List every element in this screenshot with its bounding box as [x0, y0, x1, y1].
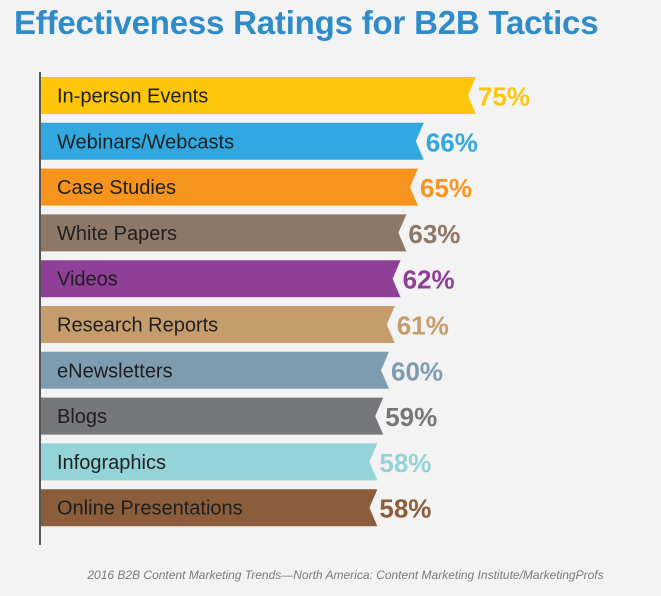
bar [41, 489, 378, 527]
bar [41, 214, 407, 252]
bar-category-label: Webinars/Webcasts [57, 131, 234, 153]
bar-category-label: Blogs [57, 406, 107, 428]
bar-value-label: 58% [379, 448, 431, 478]
bar [41, 306, 395, 343]
bar [41, 122, 424, 160]
bar [41, 77, 476, 114]
bar-category-label: Research Reports [57, 315, 218, 337]
bar [41, 443, 378, 481]
bar-value-label: 66% [426, 127, 478, 157]
bar [41, 260, 401, 298]
bar-value-label: 63% [408, 219, 460, 249]
bar-category-label: White Papers [57, 223, 177, 245]
source-note: 2016 B2B Content Marketing Trends—North … [87, 568, 604, 582]
bar-value-label: 60% [391, 356, 443, 386]
bar-value-label: 75% [478, 82, 530, 112]
bar-value-label: 62% [403, 265, 455, 295]
bar-value-label: 61% [397, 311, 449, 341]
bar-category-label: Online Presentations [57, 498, 243, 520]
bar-category-label: In-person Events [57, 86, 208, 108]
bar-category-label: eNewsletters [57, 360, 173, 382]
bar [41, 351, 389, 389]
bar-category-label: Case Studies [57, 177, 176, 199]
bar-value-label: 59% [385, 402, 437, 432]
bar-category-label: Videos [57, 269, 118, 291]
bar [41, 168, 418, 206]
bar-value-label: 65% [420, 173, 472, 203]
bar-value-label: 58% [379, 494, 431, 524]
bar-category-label: Infographics [57, 452, 166, 474]
chart-title: Effectiveness Ratings for B2B Tactics [14, 4, 599, 41]
bar [41, 397, 384, 435]
